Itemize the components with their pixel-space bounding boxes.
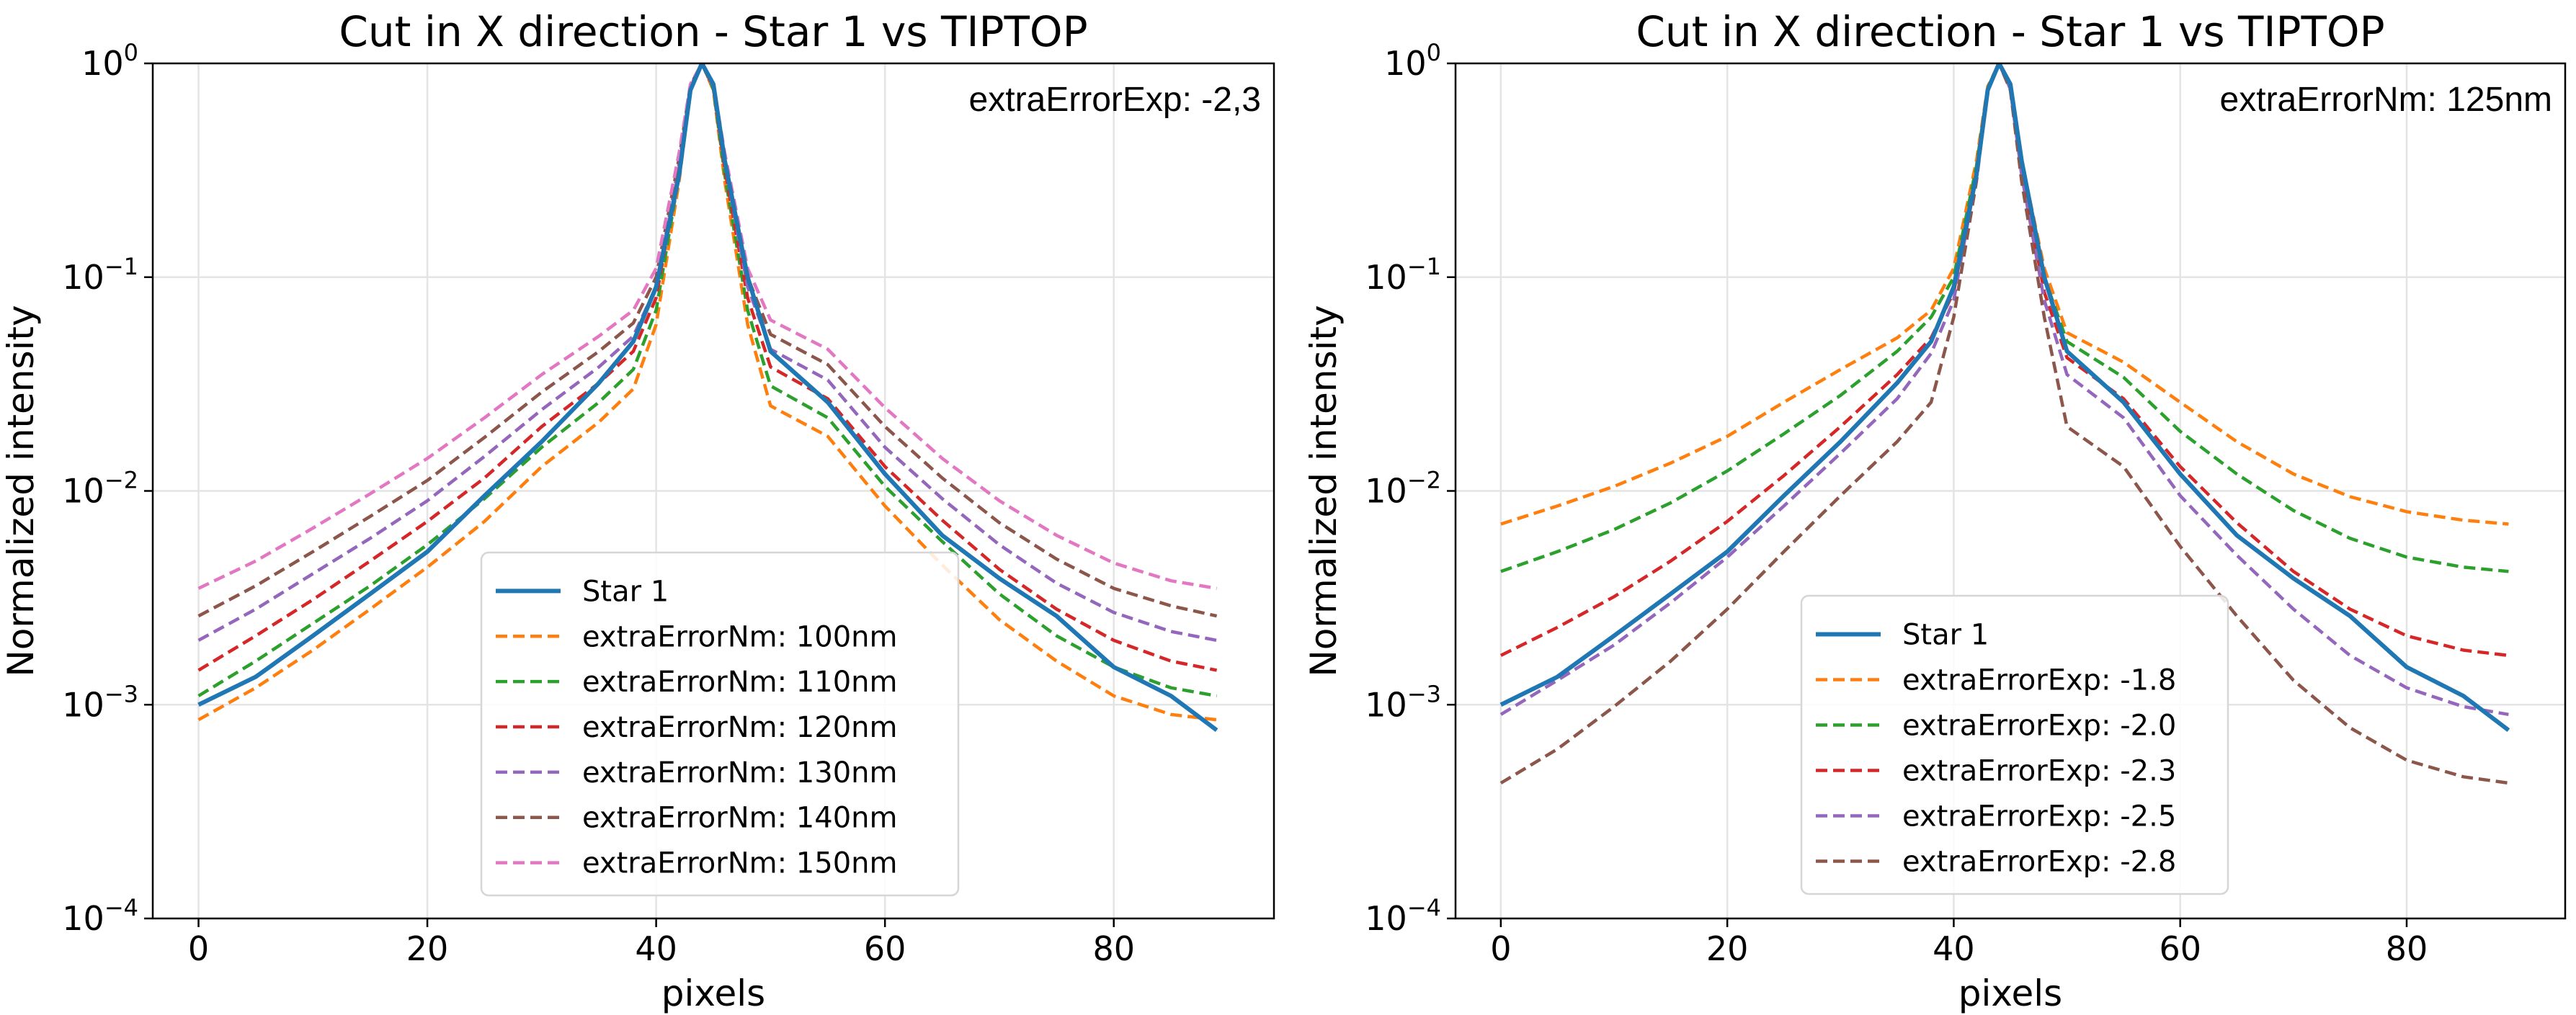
y-tick-label: 100 bbox=[1384, 39, 1441, 83]
y-tick-label: 10−2 bbox=[62, 467, 138, 511]
x-tick-label: 60 bbox=[864, 929, 906, 968]
series-group bbox=[1499, 63, 2510, 785]
y-axis-label: Normalized intensity bbox=[0, 305, 42, 676]
legend-entry: extraErrorExp: -2.3 bbox=[1902, 755, 2176, 788]
x-axis-label: pixels bbox=[1958, 972, 2062, 1014]
legend-entry: extraErrorExp: -2.5 bbox=[1902, 800, 2176, 833]
y-tick-label: 10−1 bbox=[62, 253, 138, 297]
annotation-text: extraErrorExp: -2,3 bbox=[969, 81, 1261, 119]
series-line-2 bbox=[1500, 63, 2509, 573]
series-line-6 bbox=[197, 63, 1217, 591]
y-tick-label: 10−4 bbox=[1365, 894, 1441, 938]
legend-entry: Star 1 bbox=[582, 575, 669, 608]
y-tick-label: 100 bbox=[81, 39, 138, 83]
legend-entry: extraErrorNm: 150nm bbox=[582, 847, 897, 880]
chart-title: Cut in X direction - Star 1 vs TIPTOP bbox=[1636, 7, 2384, 56]
chart-title: Cut in X direction - Star 1 vs TIPTOP bbox=[339, 7, 1087, 56]
x-tick-label: 60 bbox=[2159, 929, 2201, 968]
series-line-5 bbox=[1499, 63, 2509, 785]
legend: Star 1 extraErrorExp: -1.8 extraErrorExp: … bbox=[1800, 594, 2229, 895]
y-tick-label: 10−4 bbox=[62, 894, 138, 938]
series-line-4 bbox=[1499, 63, 2509, 717]
series-line-1 bbox=[1500, 63, 2509, 526]
x-tick-label: 20 bbox=[406, 929, 449, 968]
series-group bbox=[197, 63, 1218, 733]
x-tick-label: 80 bbox=[2386, 929, 2428, 968]
chart-panel-1: 0 20 40 60 80 100 10−1 10−2 10−3 10−4 Cut in X dir… bbox=[0, 7, 1275, 1014]
x-axis-label: pixels bbox=[661, 972, 765, 1014]
legend-entry: extraErrorNm: 120nm bbox=[582, 711, 897, 744]
legend-entry: extraErrorExp: -2.8 bbox=[1902, 846, 2176, 879]
y-tick-label: 10−1 bbox=[1365, 253, 1441, 297]
series-line-3 bbox=[1499, 63, 2509, 658]
series-line-4 bbox=[197, 63, 1218, 643]
series-line-5 bbox=[197, 63, 1218, 618]
x-tick-label: 20 bbox=[1706, 929, 1749, 968]
x-tick-label: 0 bbox=[1490, 929, 1511, 968]
legend-entry: Star 1 bbox=[1902, 619, 1989, 652]
legend-entry: extraErrorNm: 100nm bbox=[582, 620, 897, 653]
series-line-0 bbox=[197, 63, 1218, 733]
annotation-text: extraErrorNm: 125nm bbox=[2220, 81, 2552, 119]
series-line-1 bbox=[197, 63, 1217, 722]
legend-entry: extraErrorNm: 110nm bbox=[582, 666, 897, 699]
legend-box bbox=[480, 551, 960, 897]
legend-entry: extraErrorExp: -1.8 bbox=[1902, 664, 2176, 697]
x-tick-label: 0 bbox=[188, 929, 209, 968]
series-line-3 bbox=[197, 63, 1218, 672]
y-tick-label: 10−3 bbox=[1365, 680, 1441, 724]
legend-entry: extraErrorNm: 140nm bbox=[582, 802, 897, 835]
y-axis-label: Normalized intensity bbox=[1303, 305, 1345, 676]
series-line-0 bbox=[1499, 63, 2510, 732]
chart-panel-2: 0 20 40 60 80 100 10−1 10−2 10−3 10−4 Cut in X dir… bbox=[1303, 7, 2567, 1014]
legend-box bbox=[1800, 594, 2229, 895]
x-tick-label: 40 bbox=[1933, 929, 1975, 968]
legend-entry: extraErrorNm: 130nm bbox=[582, 756, 897, 790]
legend-entry: extraErrorExp: -2.0 bbox=[1902, 710, 2176, 743]
y-tick-label: 10−2 bbox=[1365, 467, 1441, 511]
y-tick-label: 10−3 bbox=[62, 680, 138, 724]
x-tick-label: 80 bbox=[1092, 929, 1135, 968]
legend: Star 1 extraErrorNm: 100nm extraErrorNm: 1… bbox=[480, 551, 960, 897]
x-tick-label: 40 bbox=[635, 929, 677, 968]
